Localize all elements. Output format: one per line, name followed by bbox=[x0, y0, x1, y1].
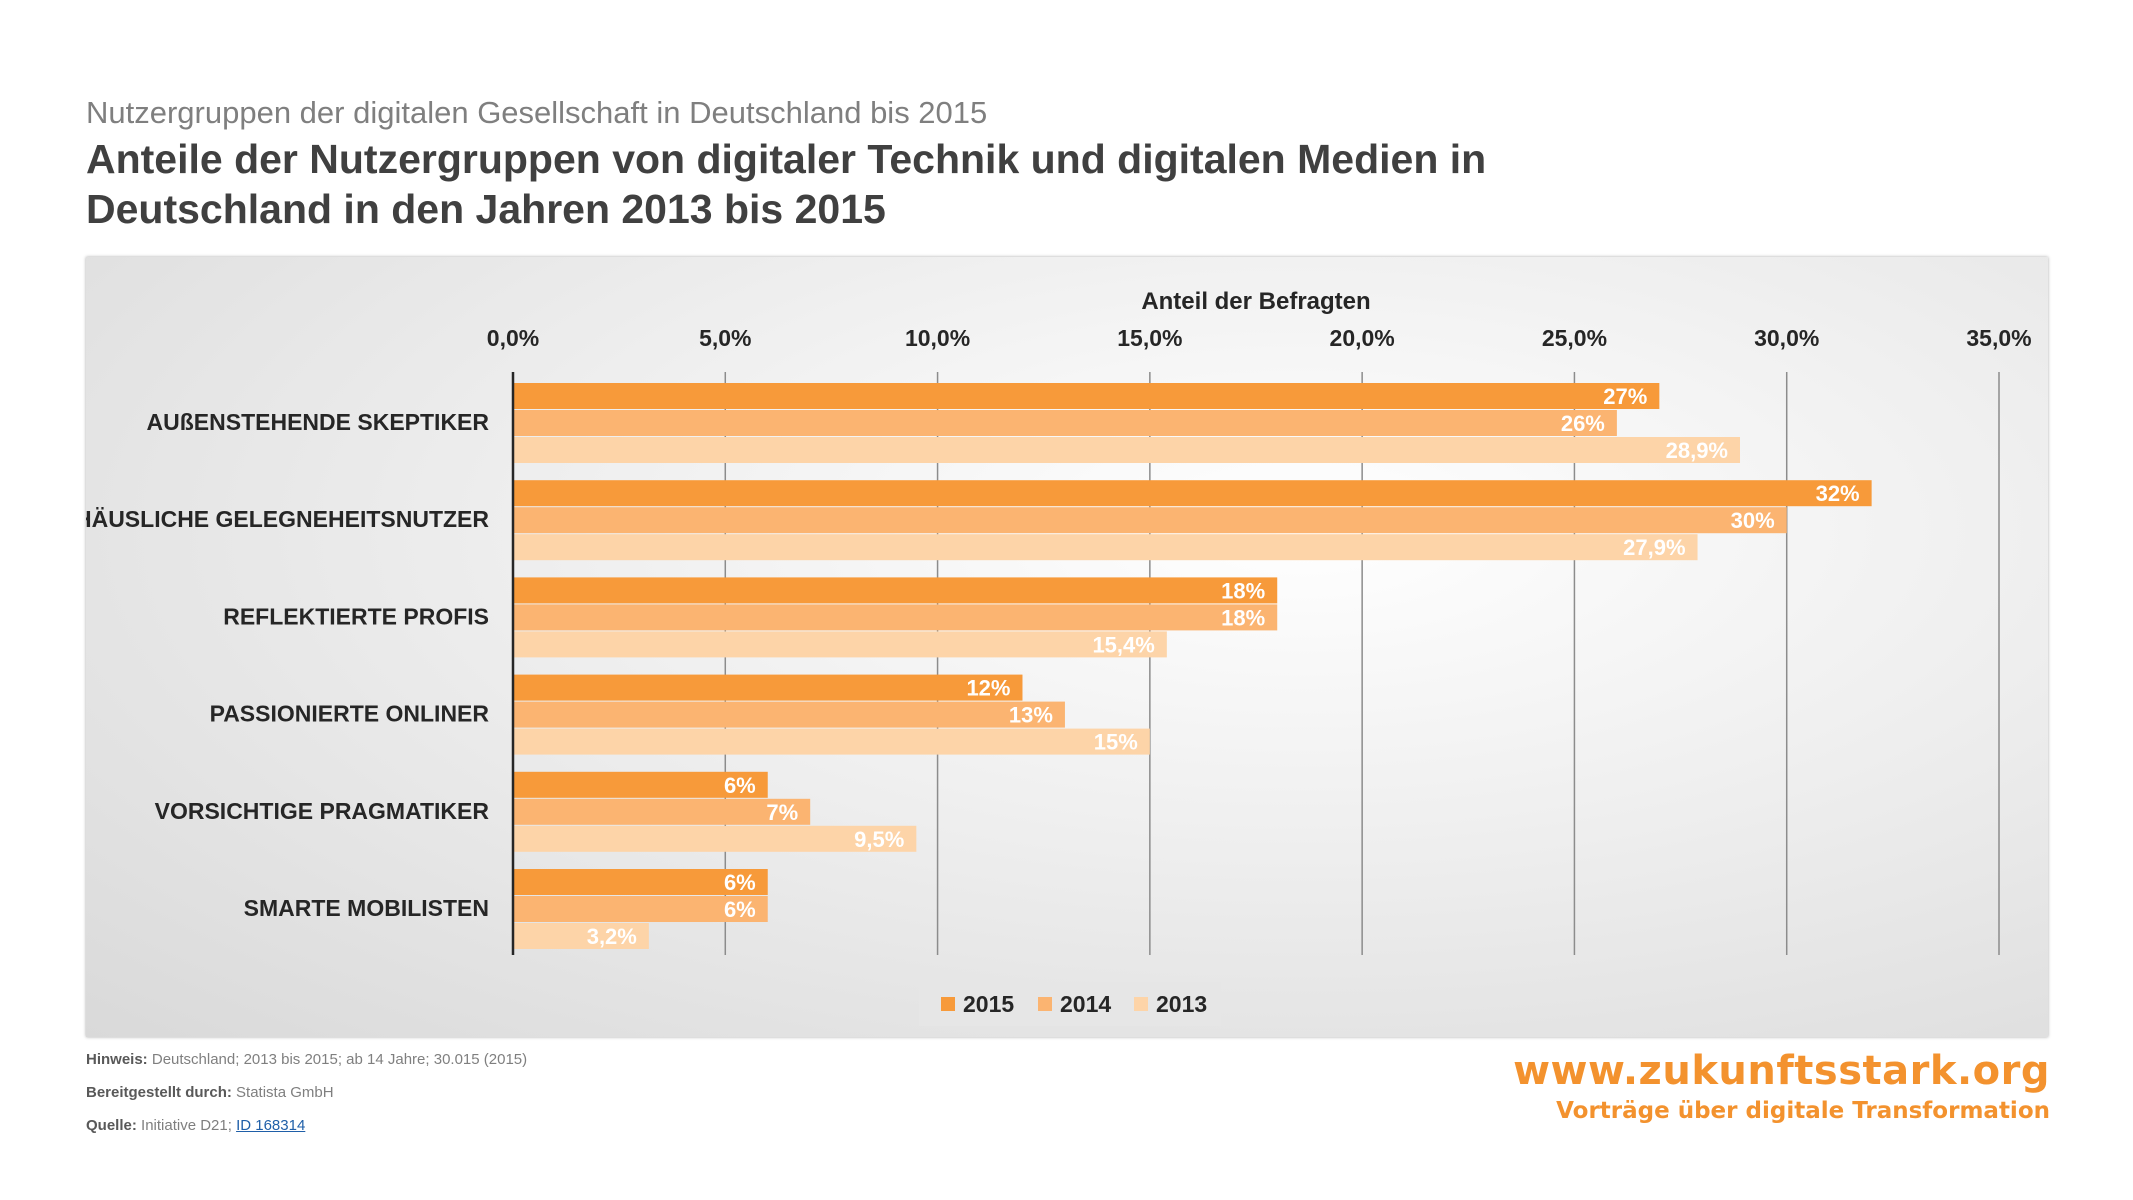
bar bbox=[513, 674, 1023, 701]
source-id-link[interactable]: ID 168314 bbox=[236, 1117, 306, 1134]
data-label: 12% bbox=[966, 676, 1010, 701]
data-label: 30% bbox=[1731, 508, 1775, 533]
note-hinweis-value: Deutschland; 2013 bis 2015; ab 14 Jahre;… bbox=[147, 1051, 528, 1068]
note-bereitgestellt: Bereitgestellt durch: Statista GmbH bbox=[86, 1083, 527, 1116]
chart-panel: Anteil der Befragten 0,0% 5,0% 10,0% 15,0% 20… bbox=[86, 257, 2048, 1037]
data-label: 13% bbox=[1009, 703, 1053, 728]
legend-swatch bbox=[1038, 997, 1052, 1011]
bar bbox=[513, 771, 768, 798]
bar bbox=[513, 728, 1150, 755]
x-tick-label: 30,0% bbox=[1754, 325, 1819, 351]
brand-url[interactable]: www.zukunftsstark.org bbox=[1513, 1048, 2050, 1094]
legend-label: 2013 bbox=[1156, 991, 1207, 1017]
bar bbox=[513, 701, 1065, 728]
x-tick-label: 25,0% bbox=[1542, 325, 1607, 351]
x-tick-label: 10,0% bbox=[905, 325, 970, 351]
data-label: 27,9% bbox=[1623, 535, 1685, 560]
note-quelle-value: Initiative D21; bbox=[136, 1117, 237, 1134]
note-quelle-key: Quelle: bbox=[86, 1117, 137, 1134]
bar bbox=[513, 480, 1872, 507]
x-axis-title: Anteil der Befragten bbox=[1141, 288, 1370, 315]
category-label: VORSICHTIGE PRAGMATIKER bbox=[155, 798, 490, 824]
brand-tagline: Vorträge über digitale Transformation bbox=[1556, 1098, 2050, 1124]
bar bbox=[513, 507, 1787, 534]
x-tick-label: 0,0% bbox=[487, 325, 539, 351]
chart-subtitle: Nutzergruppen der digitalen Gesellschaft… bbox=[86, 95, 988, 130]
bar bbox=[513, 869, 768, 895]
bar bbox=[513, 631, 1167, 658]
category-label: REFLEKTIERTE PROFIS bbox=[223, 603, 489, 629]
data-label: 32% bbox=[1816, 481, 1860, 506]
data-label: 15,4% bbox=[1092, 632, 1154, 657]
bar bbox=[513, 383, 1660, 409]
category-label: PASSIONIERTE ONLINER bbox=[210, 701, 490, 727]
x-tick-label: 15,0% bbox=[1117, 325, 1182, 351]
bar bbox=[513, 534, 1698, 561]
bar bbox=[513, 923, 649, 949]
note-hinweis: Hinweis: Deutschland; 2013 bis 2015; ab … bbox=[86, 1050, 527, 1083]
data-label: 15% bbox=[1094, 730, 1138, 755]
bar bbox=[513, 798, 811, 825]
bar-chart: Anteil der Befragten 0,0% 5,0% 10,0% 15,0% 20… bbox=[86, 288, 2032, 1026]
bar bbox=[513, 825, 917, 852]
footnotes: Hinweis: Deutschland; 2013 bis 2015; ab … bbox=[86, 1050, 527, 1149]
category-label: AUßENSTEHENDE SKEPTIKER bbox=[147, 409, 490, 435]
brand-block: www.zukunftsstark.org Vorträge über digi… bbox=[1513, 1048, 2050, 1124]
x-tick-label: 20,0% bbox=[1330, 325, 1395, 351]
category-label: SMARTE MOBILISTEN bbox=[244, 895, 489, 921]
data-label: 6% bbox=[724, 897, 756, 922]
data-label: 18% bbox=[1221, 605, 1265, 630]
note-bereitgestellt-value: Statista GmbH bbox=[231, 1084, 334, 1101]
bar bbox=[513, 410, 1617, 436]
x-tick-label: 35,0% bbox=[1966, 325, 2031, 351]
data-label: 6% bbox=[724, 773, 756, 798]
note-bereitgestellt-key: Bereitgestellt durch: bbox=[86, 1084, 232, 1101]
data-label: 6% bbox=[724, 870, 756, 895]
legend-label: 2014 bbox=[1060, 991, 1111, 1017]
bar bbox=[513, 604, 1278, 631]
chart-title: Anteile der Nutzergruppen von digitaler … bbox=[86, 136, 1487, 232]
x-tick-label: 5,0% bbox=[699, 325, 751, 351]
data-label: 27% bbox=[1603, 384, 1647, 409]
data-label: 28,9% bbox=[1666, 438, 1728, 463]
data-label: 18% bbox=[1221, 578, 1265, 603]
bar bbox=[513, 577, 1278, 604]
note-hinweis-key: Hinweis: bbox=[86, 1051, 148, 1068]
data-label: 26% bbox=[1561, 411, 1605, 436]
data-label: 9,5% bbox=[854, 827, 904, 852]
data-label: 7% bbox=[766, 800, 798, 825]
bar bbox=[513, 896, 768, 922]
legend-box bbox=[919, 982, 1221, 1026]
category-label: HÄUSLICHE GELEGNEHEITSNUTZER bbox=[86, 506, 489, 532]
note-quelle: Quelle: Initiative D21; ID 168314 bbox=[86, 1116, 527, 1149]
legend-swatch bbox=[1134, 997, 1148, 1011]
legend-swatch bbox=[941, 997, 955, 1011]
legend-label: 2015 bbox=[963, 991, 1014, 1017]
data-label: 3,2% bbox=[587, 924, 637, 949]
bar bbox=[513, 437, 1741, 463]
